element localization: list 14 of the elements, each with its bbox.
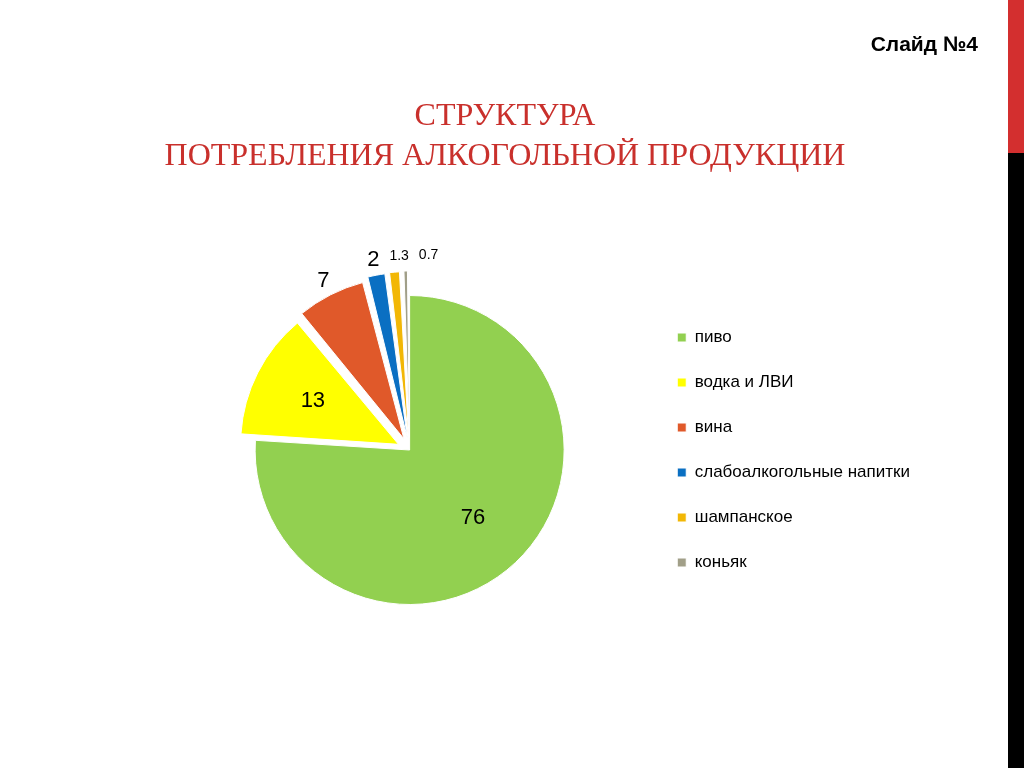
legend-label: пиво [694,327,732,347]
legend-label: вина [694,417,733,437]
legend-label: коньяк [694,552,748,572]
legend-label: водка и ЛВИ [694,372,794,392]
legend-label: слабоалкогольные напитки [694,462,911,482]
data-label: 0.7 [418,245,439,262]
data-label: 2 [367,245,380,271]
data-label: 13 [300,386,326,412]
data-label: 1.3 [389,247,410,264]
legend-label: шампанское [694,507,793,527]
text: Слайд №4 [870,32,978,56]
data-label: 76 [460,503,486,529]
data-label: 7 [317,266,330,292]
chart-title: СТРУКТУРА ПОТРЕБЛЕНИЯ АЛКОГОЛЬНОЙ ПРОДУКЦИИ [163,95,847,174]
